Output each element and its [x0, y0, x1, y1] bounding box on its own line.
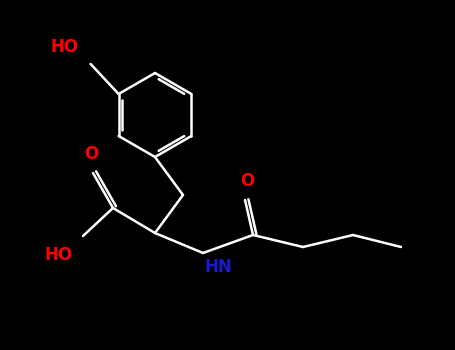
- Text: O: O: [84, 145, 98, 163]
- Text: HN: HN: [205, 258, 233, 276]
- Text: O: O: [240, 172, 254, 190]
- Text: HO: HO: [51, 38, 79, 56]
- Text: HO: HO: [45, 246, 73, 264]
